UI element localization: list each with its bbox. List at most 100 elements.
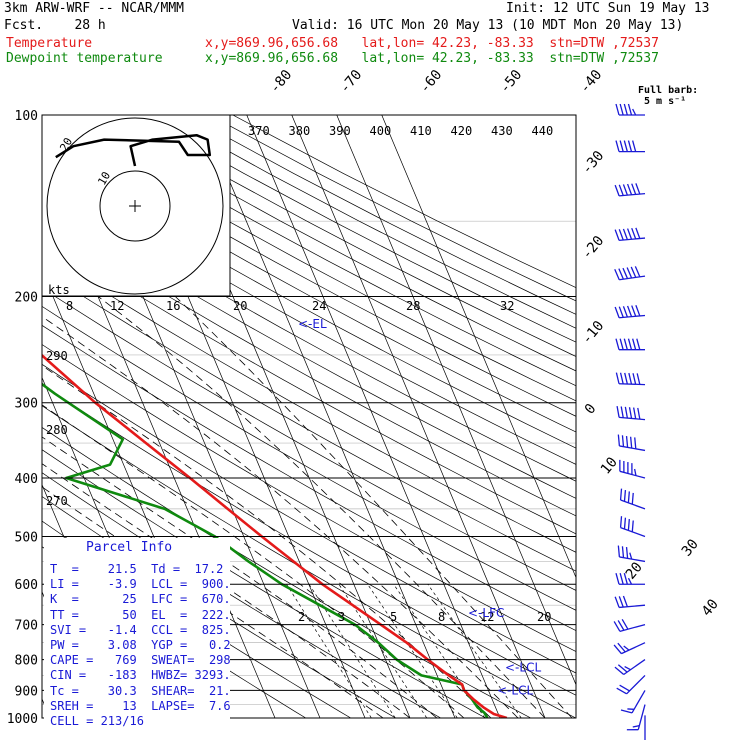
parcel-info-title: Parcel Info (86, 540, 173, 555)
dry-adiabat (42, 218, 576, 517)
hodograph-speed-label: 28 (406, 299, 420, 313)
moist-adiabat (42, 316, 519, 718)
theta-label: 430 (491, 124, 513, 138)
mixing-ratio-line (286, 584, 372, 718)
skewed-temperature-label: 30 (679, 536, 702, 559)
wind-barb (626, 704, 646, 731)
isotherm-line (201, 115, 456, 718)
skewed-temperature-label: 40 (699, 596, 722, 619)
parcel-info-row: CAPE = 769 SWEAT= 298 (50, 653, 231, 668)
parcel-info-row: TT = 50 EL = 222. (50, 607, 231, 622)
moist-adiabat (42, 177, 573, 718)
mixing-ratio-label: 3 (338, 610, 345, 624)
wind-barb (613, 642, 646, 655)
pressure-label: 800 (15, 654, 38, 669)
wind-barb (617, 434, 646, 452)
dewpoint-legend-label: Dewpoint temperature (6, 51, 163, 66)
level-marker: <-LCL (497, 683, 533, 697)
dry-adiabat (42, 186, 576, 482)
moist-adiabat (42, 254, 546, 718)
pressure-label: 900 (15, 684, 38, 699)
dry-adiabat (186, 115, 576, 315)
dry-adiabat (42, 405, 576, 718)
wind-barb (614, 227, 646, 241)
parcel-info-row: CELL = 213/16 (50, 714, 144, 729)
dry-adiabat (42, 287, 576, 591)
temperature-station-info: x,y=869.96,656.68 lat,lon= 42.23, -83.33… (205, 36, 659, 51)
isotherm-line (381, 115, 576, 579)
dewpoint-station-info: x,y=869.96,656.68 lat,lon= 42.23, -83.33… (205, 51, 659, 66)
parcel-info-row: T = 21.5 Td = 17.2 (50, 562, 224, 576)
mixing-ratio-label: 8 (438, 610, 445, 624)
wind-barb (614, 183, 646, 197)
temperature-line (42, 353, 508, 718)
dry-adiabat (232, 115, 576, 288)
dry-adiabat (42, 384, 576, 696)
parcel-info-row: SVI = -1.4 CCL = 825. (50, 622, 231, 637)
level-marker: <-LFC (468, 606, 504, 620)
mixing-ratio-label: 12 (480, 610, 494, 624)
plot-frame (41, 114, 577, 719)
wind-barb (614, 266, 646, 281)
dry-adiabat (42, 126, 576, 417)
theta-label: 390 (329, 124, 351, 138)
wind-barb (615, 103, 645, 116)
hodograph-ring (46, 117, 224, 295)
pressure-label: 700 (15, 619, 38, 634)
pressure-label: 300 (15, 397, 38, 412)
isotherm-line (336, 115, 576, 686)
wind-barb (615, 140, 645, 153)
level-marker: <-LCL (505, 661, 541, 675)
dry-adiabat (162, 115, 576, 329)
mixing-ratio-label: 2 (298, 610, 305, 624)
skewed-temperature-label: -60 (417, 67, 446, 97)
dry-adiabat (42, 324, 576, 632)
skewed-temperature-label: -40 (577, 67, 606, 97)
dry-adiabat (42, 202, 576, 499)
hodograph-speed-label: 8 (66, 299, 73, 313)
skewed-temperature-label: 0 (582, 401, 600, 418)
dry-adiabat (42, 170, 576, 465)
theta-e-label: 290 (46, 349, 68, 363)
pressure-label: 600 (15, 578, 38, 593)
model-title: 3km ARW-WRF -- NCAR/MMM (4, 1, 185, 16)
valid-time: Valid: 16 UTC Mon 20 May 13 (10 MDT Mon … (292, 18, 684, 33)
dry-adiabat (42, 235, 576, 535)
wind-barb (620, 690, 646, 714)
theta-label: 420 (451, 124, 473, 138)
isotherm-line (291, 115, 546, 718)
isotherm-line (246, 115, 501, 718)
hodograph-ring-label: 10 (95, 170, 113, 188)
dry-adiabat (42, 449, 487, 718)
hodograph-speed-label: 16 (166, 299, 180, 313)
pressure-label: 200 (15, 291, 38, 306)
forecast-hour: Fcst. 28 h (4, 18, 106, 33)
skewed-temperature-label: -20 (579, 233, 608, 263)
wind-barb (616, 406, 646, 421)
theta-label: 380 (289, 124, 311, 138)
wind-barb (619, 488, 646, 510)
skewed-temperature-label: 10 (598, 454, 621, 477)
pressure-label: 1000 (7, 712, 38, 727)
wind-barb (614, 595, 646, 609)
barb-legend: Full barb: (638, 85, 698, 96)
wind-barb (617, 545, 646, 563)
pressure-label: 100 (15, 109, 38, 124)
wind-barbs (613, 103, 646, 740)
hodograph-speed-label: 32 (500, 299, 514, 313)
mixing-ratio-label: 5 (390, 610, 397, 624)
wind-barb (615, 372, 646, 386)
dry-adiabat (92, 115, 576, 372)
dry-adiabat (42, 252, 576, 553)
dry-adiabat (42, 363, 576, 674)
dry-adiabat (209, 115, 576, 302)
parcel-info-row: Tc = 30.3 SHEAR= 21. (50, 683, 231, 698)
dry-adiabat (42, 269, 576, 572)
hodograph-ring (99, 170, 171, 242)
mixing-ratio-line (367, 584, 458, 718)
hodograph-speed-label: 24 (312, 299, 326, 313)
dry-adiabat (42, 427, 532, 718)
wind-barb (614, 304, 646, 319)
barb-legend: 5 m s⁻¹ (644, 96, 686, 107)
